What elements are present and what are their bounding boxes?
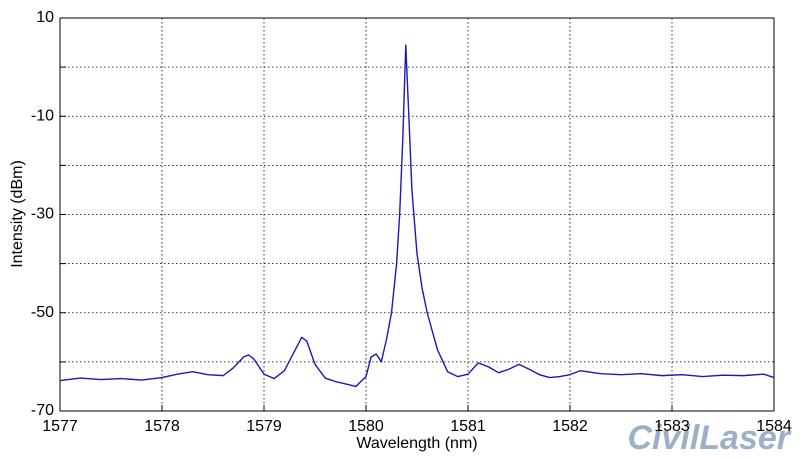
x-tick-label: 1578	[144, 418, 180, 435]
x-axis-label: Wavelength (nm)	[356, 435, 477, 452]
x-tick-label: 1581	[450, 418, 486, 435]
x-tick-label: 1577	[42, 418, 78, 435]
watermark: CivilLaser	[627, 419, 791, 457]
x-tick-label: 1584	[756, 418, 792, 435]
x-tick-label: 1580	[348, 418, 384, 435]
spectrum-line	[59, 44, 775, 388]
y-tick-label: -30	[31, 206, 54, 223]
y-tick-label: -50	[31, 304, 54, 321]
x-tick-label: 1583	[654, 418, 690, 435]
y-axis-label: Intensity (dBm)	[9, 160, 26, 268]
x-tick-label: 1579	[246, 418, 282, 435]
x-tick-label: 1582	[552, 418, 588, 435]
y-tick-label: -10	[31, 107, 54, 124]
y-tick-label: 10	[36, 9, 54, 26]
y-tick-label: -70	[31, 402, 54, 419]
